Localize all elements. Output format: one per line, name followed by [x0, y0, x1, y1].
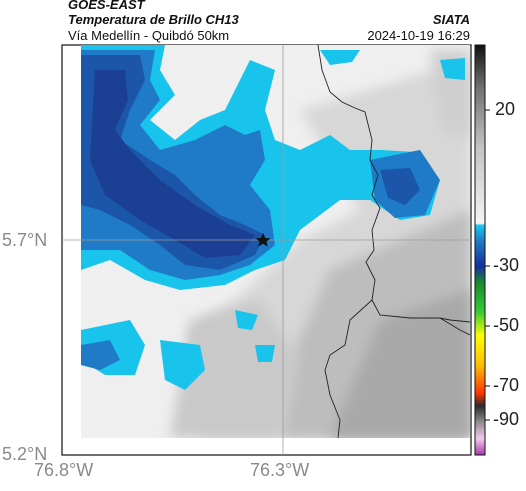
cold-cloud-field — [81, 45, 465, 390]
lon-tick-label: 76.3°W — [250, 460, 310, 480]
colorbar-tick-label: -70 — [493, 375, 520, 395]
star-icon — [255, 233, 271, 247]
lat-tick-label: 5.2°N — [2, 444, 48, 464]
lat-tick-label: 5.7°N — [2, 230, 48, 250]
lon-tick-label: 76.8°W — [34, 460, 94, 480]
political-borders — [317, 45, 470, 438]
colorbar-tick-label: -50 — [493, 315, 520, 335]
colorbar-tick-label: -90 — [493, 409, 520, 429]
agency-label: SIATA — [432, 12, 470, 27]
datetime-label: 2024-10-19 16:29 — [367, 28, 470, 43]
colorbar-tick-label: -30 — [493, 255, 520, 275]
product-title: Temperatura de Brillo CH13 — [68, 12, 239, 27]
colorbar-tick-label: 20 — [495, 99, 516, 119]
map-image — [81, 45, 470, 438]
colorbar — [474, 44, 486, 456]
region-label: Vía Medellín - Quibdó 50km — [68, 28, 230, 43]
satellite-name: GOES-EAST — [68, 0, 145, 12]
colorbar-ticks — [485, 109, 490, 421]
